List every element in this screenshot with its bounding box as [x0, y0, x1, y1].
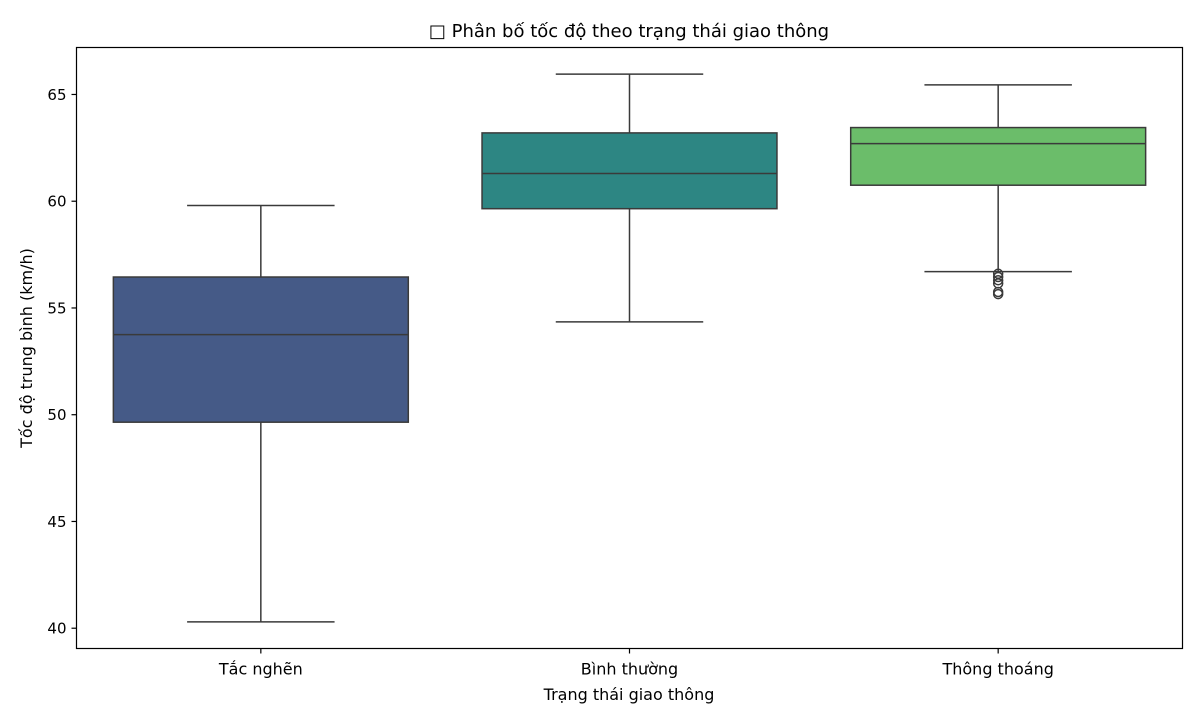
x-tick-label-1: Bình thường [581, 660, 678, 679]
y-axis-label: Tốc độ trung bình (km/h) [17, 248, 36, 449]
chart-title: □ Phân bố tốc độ theo trạng thái giao th… [429, 21, 829, 42]
y-tick-label-0: 40 [47, 620, 66, 638]
box-2-outlier-2 [992, 274, 1004, 286]
y-tick-label-1: 45 [47, 513, 66, 531]
box-1-iqr-box [481, 132, 778, 210]
box-2-group [849, 84, 1147, 300]
y-tick-label-2: 50 [47, 406, 66, 424]
x-axis-label: Trạng thái giao thông [543, 685, 715, 704]
box-2-iqr-box [849, 126, 1147, 186]
box-0-group [112, 204, 410, 623]
box-2-outlier-1 [992, 271, 1004, 283]
y-tick-label-5: 65 [47, 86, 66, 104]
x-tick-label-0: Tắc nghẽn [218, 660, 303, 679]
box-2-outlier-5 [992, 288, 1004, 300]
y-tick-label-4: 60 [47, 193, 66, 211]
y-tick-label-3: 55 [47, 299, 66, 317]
box-0-iqr-box [112, 276, 410, 423]
y-ticks-layer: 40 45 50 55 60 65 [47, 86, 77, 638]
plot-frame [75, 46, 1184, 650]
x-tick-label-2: Thông thoáng [941, 660, 1053, 679]
box-1-group [481, 73, 778, 323]
boxes-layer [112, 73, 1147, 623]
x-ticks-layer: Tắc nghẽn Bình thường Thông thoáng [218, 648, 1054, 679]
